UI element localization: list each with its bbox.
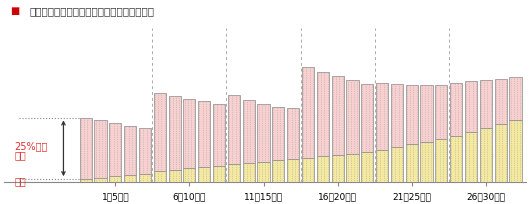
Bar: [243, 101, 255, 163]
Bar: [80, 179, 92, 182]
Bar: [183, 169, 196, 182]
Bar: [347, 154, 358, 182]
Bar: [80, 118, 92, 179]
Bar: [139, 174, 151, 182]
Bar: [228, 165, 240, 182]
Bar: [391, 85, 403, 147]
Bar: [509, 121, 522, 182]
Bar: [317, 73, 329, 157]
Bar: [287, 109, 299, 159]
Bar: [494, 125, 507, 182]
Bar: [420, 142, 432, 182]
Bar: [198, 167, 210, 182]
Bar: [480, 81, 492, 129]
Bar: [183, 99, 196, 169]
Text: 元本: 元本: [14, 176, 26, 186]
Bar: [287, 159, 299, 182]
Bar: [258, 105, 270, 162]
Text: ■: ■: [11, 6, 20, 16]
Bar: [124, 126, 136, 175]
Bar: [361, 153, 373, 182]
Bar: [332, 155, 343, 182]
Bar: [228, 95, 240, 165]
Text: ご融資期間を３０年とした場合のイメージ図: ご融資期間を３０年とした場合のイメージ図: [29, 6, 154, 16]
Bar: [154, 94, 166, 171]
Bar: [435, 86, 447, 139]
Bar: [109, 123, 121, 177]
Bar: [258, 162, 270, 182]
Bar: [420, 86, 432, 142]
Bar: [465, 82, 477, 133]
Bar: [272, 161, 285, 182]
Bar: [272, 107, 285, 161]
Bar: [480, 129, 492, 182]
Bar: [243, 163, 255, 182]
Bar: [94, 178, 107, 182]
Text: 25%以内: 25%以内: [14, 141, 48, 151]
Bar: [405, 86, 418, 145]
Bar: [405, 145, 418, 182]
Bar: [391, 147, 403, 182]
Bar: [302, 158, 314, 182]
Bar: [154, 171, 166, 182]
Bar: [494, 79, 507, 125]
Bar: [332, 77, 343, 155]
Text: 利息: 利息: [14, 150, 26, 160]
Bar: [361, 85, 373, 153]
Bar: [139, 129, 151, 174]
Bar: [376, 150, 388, 182]
Bar: [450, 83, 462, 137]
Bar: [376, 83, 388, 150]
Bar: [169, 97, 181, 170]
Bar: [317, 157, 329, 182]
Bar: [198, 102, 210, 167]
Bar: [435, 139, 447, 182]
Bar: [347, 81, 358, 154]
Bar: [465, 133, 477, 182]
Bar: [509, 78, 522, 121]
Bar: [94, 121, 107, 178]
Bar: [302, 67, 314, 158]
Bar: [450, 137, 462, 182]
Bar: [213, 166, 225, 182]
Bar: [213, 105, 225, 166]
Bar: [169, 170, 181, 182]
Bar: [109, 177, 121, 182]
Bar: [124, 175, 136, 182]
